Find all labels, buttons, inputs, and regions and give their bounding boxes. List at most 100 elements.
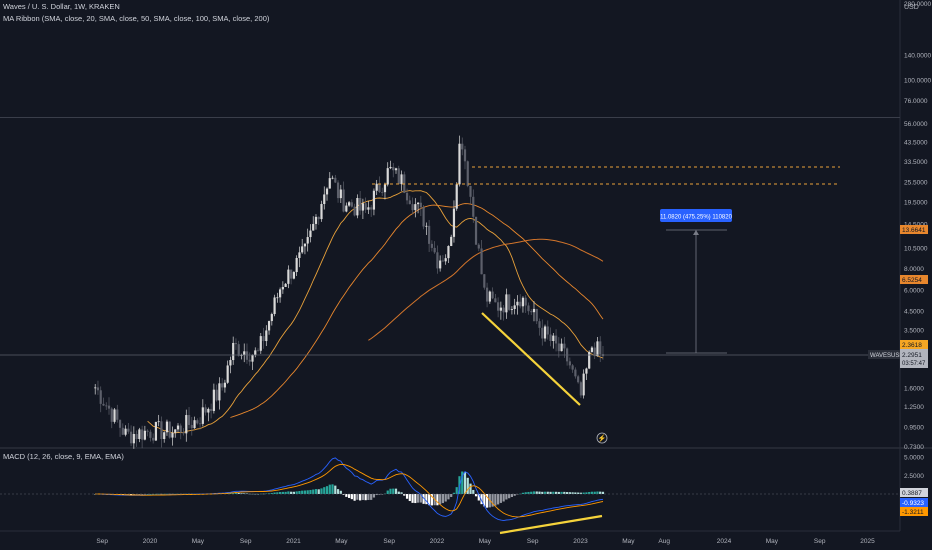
macd-hist-bar	[400, 492, 403, 494]
macd-tick-label: 5.0000	[904, 455, 924, 462]
macd-hist-bar	[472, 489, 475, 494]
candle-body	[508, 294, 511, 310]
candle-body	[524, 297, 527, 306]
macd-hist-bar	[397, 491, 400, 494]
time-tick-label: Aug	[658, 538, 670, 545]
candle-body	[157, 421, 160, 423]
macd-hist-bar	[596, 491, 599, 494]
candle-body	[588, 351, 591, 369]
candle-body	[210, 408, 213, 411]
ma-line-100	[368, 238, 604, 341]
candle-body	[129, 431, 133, 444]
macd-hist-bar	[262, 493, 265, 495]
time-tick-label: May	[192, 538, 205, 545]
macd-hist-bar	[552, 491, 555, 494]
candle-body	[328, 178, 331, 189]
candle-body	[267, 321, 271, 331]
candle-body	[339, 189, 342, 199]
macd-hist-bar	[532, 491, 536, 494]
macd-pane[interactable]	[0, 449, 900, 531]
macd-hist-bar	[287, 491, 290, 494]
macd-hist-bar	[370, 494, 373, 500]
price-tick-label: 3.5000	[904, 327, 924, 334]
macd-hist-bar	[256, 493, 260, 495]
macd-hist-bar	[601, 491, 605, 494]
candle-body	[532, 308, 536, 313]
candle-body	[444, 258, 447, 262]
candle-body	[190, 424, 193, 429]
macd-hist-bar	[361, 494, 364, 500]
price-tick-label: 4.5000	[904, 309, 924, 316]
measure-box[interactable]	[660, 209, 732, 222]
candle-body	[146, 430, 149, 432]
candle-body	[521, 297, 525, 307]
candle-body	[165, 421, 169, 433]
candle-body	[519, 301, 522, 307]
macd-hist-bar	[146, 493, 149, 495]
macd-hist-bar	[295, 491, 298, 494]
candle-body	[428, 225, 431, 244]
macd-hist-bar	[480, 494, 483, 505]
candle-body	[298, 252, 301, 258]
price-tick-label: 10.5000	[904, 246, 928, 253]
candle-body	[419, 202, 422, 208]
time-tick-label: 2024	[717, 538, 732, 545]
macd-hist-bar	[463, 472, 467, 494]
candle-body	[461, 143, 464, 150]
macd-hist-bar	[394, 488, 398, 494]
candle-body	[450, 236, 453, 247]
candle-body	[554, 335, 558, 344]
candle-body	[141, 429, 144, 440]
candle-body	[270, 314, 273, 322]
candle-body	[397, 168, 400, 185]
macd-hist-bar	[566, 492, 569, 494]
candle-body	[94, 387, 97, 389]
time-tick-label: May	[479, 538, 492, 545]
macd-hist-bar	[367, 494, 370, 500]
trendline-macd[interactable]	[499, 514, 603, 535]
macd-hist-bar	[538, 491, 541, 494]
macd-hist-bar	[491, 494, 494, 507]
candle-body	[287, 269, 290, 284]
candle-body	[527, 305, 530, 312]
candle-body	[375, 183, 378, 191]
lightning-icon[interactable]	[596, 432, 608, 444]
time-tick-label: 2021	[286, 538, 301, 545]
candle-body	[359, 198, 362, 211]
macd-hist-bar	[568, 492, 571, 494]
candle-body	[243, 351, 246, 356]
macd-hist-bar	[439, 494, 442, 505]
time-tick-label: Sep	[527, 538, 539, 545]
candle-body	[494, 298, 497, 303]
indicator-label[interactable]: MA Ribbon (SMA, close, 20, SMA, close, 5…	[3, 14, 270, 23]
candle-body	[240, 355, 243, 356]
macd-label[interactable]: MACD (12, 26, close, 9, EMA, EMA)	[3, 452, 124, 461]
candle-body	[281, 286, 284, 290]
candle-body	[381, 192, 384, 193]
macd-hist-bar	[494, 494, 497, 506]
candle-body	[590, 347, 594, 352]
candle-body	[218, 383, 221, 401]
candle-body	[174, 429, 177, 433]
price-tick-label: 19.5000	[904, 200, 928, 207]
candle-body	[237, 344, 240, 356]
macd-hist-bar	[320, 488, 323, 494]
svg-text:0.3887: 0.3887	[902, 490, 922, 497]
candle-body	[193, 420, 196, 429]
macd-hist-bar	[508, 494, 511, 499]
macd-hist-bar	[339, 490, 342, 494]
candle-body	[400, 174, 403, 185]
candle-body	[295, 257, 298, 273]
candle-body	[342, 189, 345, 212]
candle-body	[265, 330, 268, 342]
macd-hist-bar	[303, 490, 307, 494]
trendline-price[interactable]	[481, 312, 581, 406]
badge-macd-blue: -0.9323	[900, 498, 928, 507]
candle-body	[414, 204, 417, 211]
candle-body	[416, 202, 420, 205]
macd-hist-bar	[541, 491, 544, 494]
candle-body	[474, 216, 478, 245]
macd-hist-bar	[237, 492, 240, 494]
signal-line	[95, 463, 604, 518]
